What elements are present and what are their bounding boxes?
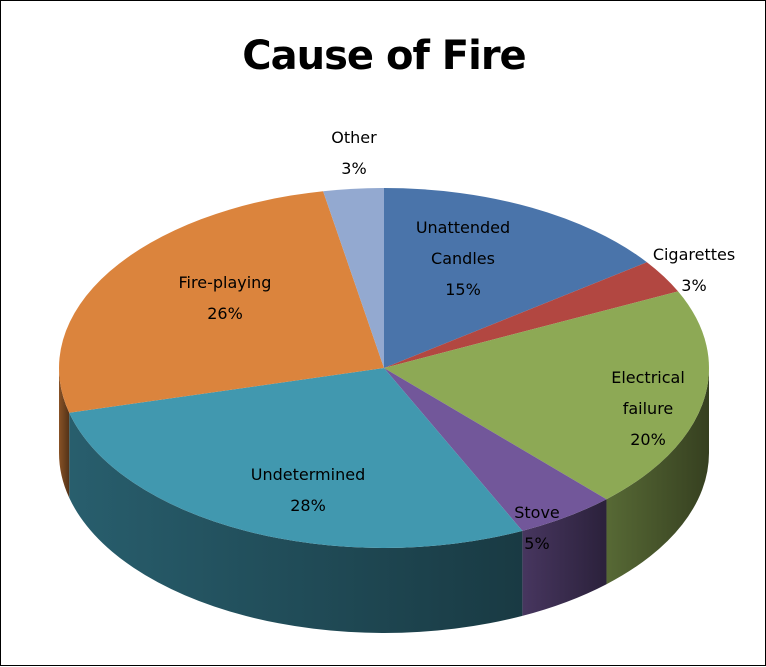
- data-label-cigarettes: Cigarettes 3%: [653, 245, 735, 295]
- data-label-undetermined: Undetermined 28%: [251, 465, 365, 515]
- pie-side-stove: [522, 499, 607, 616]
- pie-slice-undetermined: [69, 368, 523, 548]
- data-label-electrical-failure: Electrical failure 20%: [611, 368, 685, 449]
- chart-title: Cause of Fire: [242, 33, 526, 79]
- pie-slice-other: [323, 188, 384, 368]
- data-label-unattended-candles: Unattended Candles 15%: [416, 218, 510, 299]
- data-label-stove: Stove 5%: [514, 503, 560, 553]
- data-label-other: Other 3%: [331, 128, 377, 178]
- pie-side-undetermined: [69, 412, 523, 633]
- pie-slice-unattended-candles: [384, 188, 647, 368]
- pie-depth-group: [59, 368, 709, 633]
- pie-label-group: Unattended Candles 15% Cigarettes 3% Electric…: [179, 128, 736, 553]
- pie-slice-fire-playing: [58, 191, 384, 413]
- data-label-fire-playing: Fire-playing 26%: [179, 273, 272, 323]
- pie-slice-electrical-failure: [384, 291, 709, 500]
- pie-slice-cigarettes: [384, 262, 679, 368]
- pie-side-fire-playing: [59, 368, 70, 498]
- pie-top-group: [58, 188, 709, 548]
- pie-slice-stove: [384, 368, 607, 531]
- pie-side-electrical-failure: [606, 368, 709, 585]
